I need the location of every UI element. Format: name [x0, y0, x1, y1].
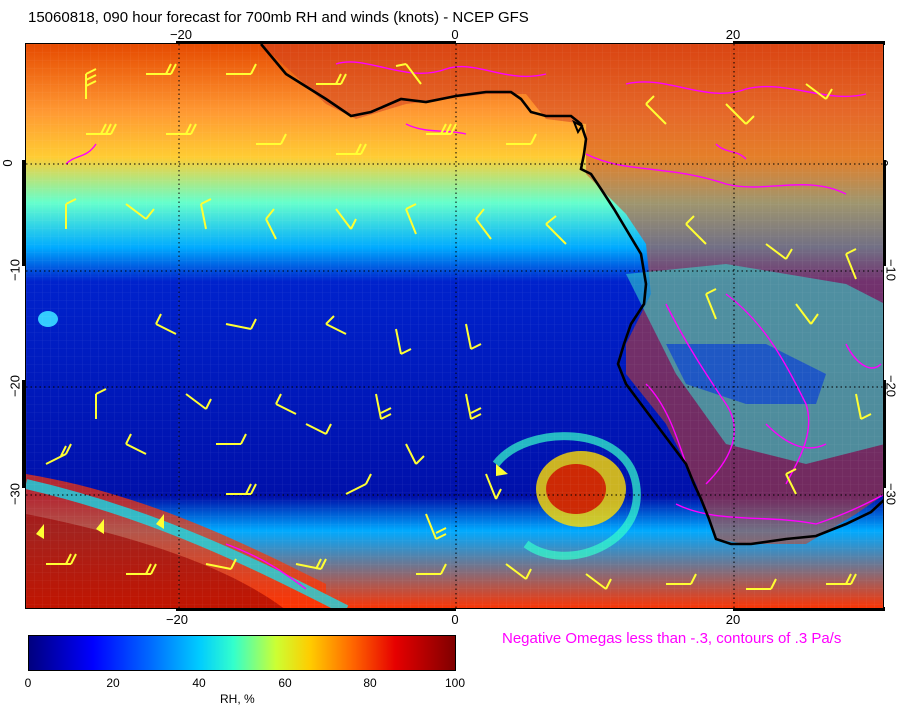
model-grid-overlay — [26, 44, 883, 608]
top-tick-lon-0: 0 — [451, 27, 459, 42]
left-tick-lat-minus30: −30 — [7, 482, 23, 506]
africa-coastline — [260, 44, 883, 546]
island-bioko — [572, 119, 584, 135]
bottom-tick-lon-20: 20 — [725, 612, 741, 627]
wind-barbs — [45, 63, 872, 590]
colorbar-tick-0: 0 — [24, 676, 32, 690]
colorbar-tick-60: 60 — [278, 676, 292, 690]
frame-edge-bar-right-1 — [882, 160, 886, 266]
bottom-tick-lon-0: 0 — [451, 612, 459, 627]
top-tick-lon-minus20: −20 — [169, 27, 193, 42]
colorbar-tick-40: 40 — [192, 676, 206, 690]
bottom-tick-lon-minus20: −20 — [165, 612, 189, 627]
colorbar-tick-20: 20 — [106, 676, 120, 690]
rh-colorbar — [28, 635, 456, 671]
omega-contour-note: Negative Omegas less than -.3, contours … — [502, 630, 842, 647]
map-canvas — [26, 44, 883, 608]
wind-barb-flags — [36, 464, 508, 539]
top-tick-lon-20: 20 — [725, 27, 741, 42]
left-tick-lat-0: 0 — [0, 159, 16, 167]
frame-edge-bar-bottom-2 — [733, 607, 885, 611]
left-tick-lat-minus20: −20 — [7, 374, 23, 398]
lat-lon-gridlines — [26, 44, 883, 608]
colorbar-tick-100: 100 — [444, 676, 466, 690]
plot-title: 15060818, 090 hour forecast for 700mb RH… — [28, 9, 529, 26]
frame-edge-bar-bottom-1 — [176, 607, 456, 611]
frame-edge-bar-left-1 — [22, 160, 26, 266]
omega-contours — [65, 61, 883, 590]
colorbar-tick-80: 80 — [363, 676, 377, 690]
frame-edge-bar-right-2 — [882, 380, 886, 488]
rh-wind-map — [25, 43, 884, 609]
colorbar-label: RH, % — [220, 692, 255, 706]
left-tick-lat-minus10: −10 — [7, 258, 23, 282]
frame-edge-bar-left-2 — [22, 380, 26, 488]
